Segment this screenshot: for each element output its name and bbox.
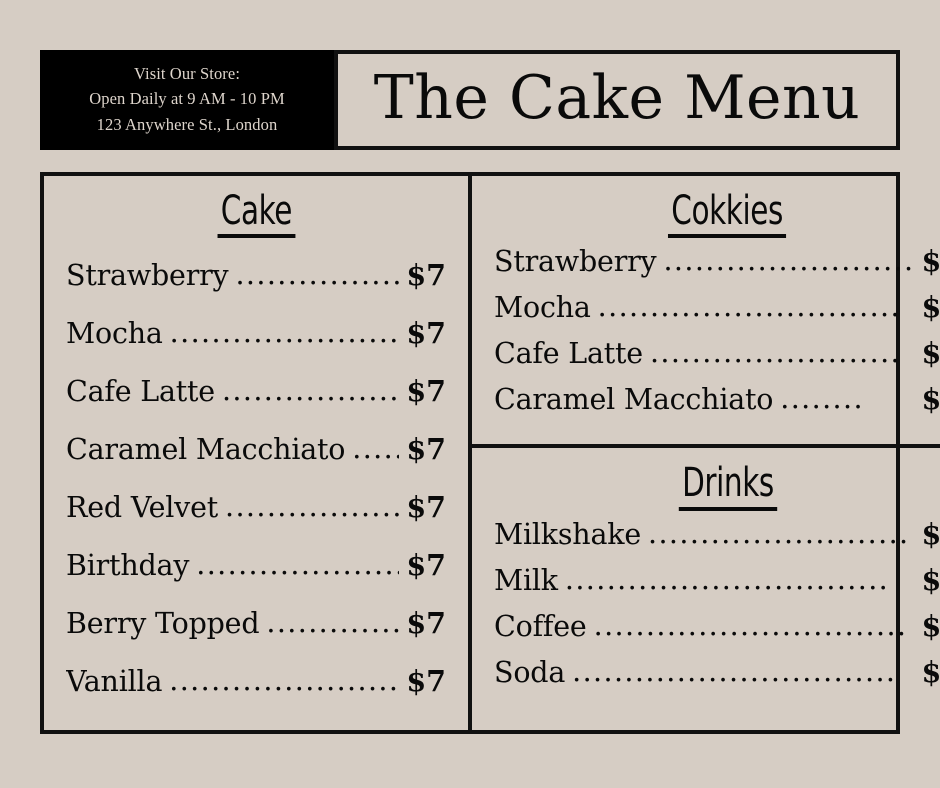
- item-price: $7: [921, 564, 940, 597]
- dot-leader: ...........................: [196, 550, 400, 581]
- section-drinks: Drinks Milkshake .......................…: [472, 448, 940, 730]
- item-name: Vanilla: [66, 666, 163, 699]
- dot-leader: ..............................: [593, 610, 908, 642]
- item-list-cookies: Strawberry ........................ $7 M…: [494, 246, 940, 430]
- item-name: Coffee: [494, 610, 587, 643]
- section-cookies: Cokkies Strawberry .....................…: [472, 176, 940, 449]
- dot-leader: ...............................: [572, 656, 897, 688]
- menu-item-row[interactable]: Mocha ............................. $7: [66, 318, 446, 376]
- dot-leader: ....................: [266, 608, 399, 639]
- dot-leader: ........: [780, 384, 864, 415]
- item-price: $7: [921, 656, 940, 689]
- item-price: $7: [921, 292, 940, 325]
- item-price: $7: [406, 666, 446, 699]
- item-price: $7: [406, 318, 446, 351]
- menu-body: Cake Strawberry ........................…: [40, 172, 940, 734]
- item-price: $7: [921, 246, 940, 279]
- dot-leader: ........................: [235, 260, 399, 291]
- dot-leader: .............................: [169, 318, 400, 349]
- section-cake: Cake Strawberry ........................…: [44, 176, 472, 730]
- item-name: Soda: [494, 656, 566, 689]
- right-column: Cokkies Strawberry .....................…: [472, 176, 940, 730]
- dot-leader: ........................: [649, 338, 901, 369]
- page-title: The Cake Menu: [373, 63, 861, 133]
- item-price: $7: [921, 338, 940, 371]
- item-name: Birthday: [66, 550, 190, 583]
- menu-item-row[interactable]: Vanilla ............................. $7: [66, 666, 446, 724]
- menu-item-row[interactable]: Milkshake ......................... $7: [494, 519, 940, 565]
- dot-leader: .............................: [169, 666, 400, 697]
- store-info-line-1: Visit Our Store:: [133, 64, 241, 84]
- item-name: Strawberry: [494, 246, 657, 279]
- item-name: Berry Topped: [66, 608, 260, 641]
- menu-item-row[interactable]: Birthday ........................... $7: [66, 550, 446, 608]
- store-info-line-3: 123 Anywhere St., London: [96, 114, 278, 134]
- menu-header: Visit Our Store: Open Daily at 9 AM - 10…: [40, 50, 900, 150]
- store-info-line-2: Open Daily at 9 AM - 10 PM: [89, 89, 285, 109]
- section-heading-cake: Cake: [66, 190, 446, 239]
- item-price: $7: [921, 518, 940, 551]
- menu-item-row[interactable]: Strawberry ........................ $7: [66, 260, 446, 318]
- item-name: Mocha: [494, 292, 591, 325]
- dot-leader: ........................: [225, 492, 399, 523]
- menu-item-row[interactable]: Cafe Latte ........................ $7: [494, 338, 940, 384]
- item-price: $7: [406, 608, 446, 641]
- menu-item-row[interactable]: Berry Topped .................... $7: [66, 608, 446, 666]
- dot-leader: ........................: [221, 376, 400, 407]
- menu-item-row[interactable]: Cafe Latte ........................ $7: [66, 376, 446, 434]
- item-price: $7: [921, 384, 940, 417]
- item-name: Milkshake: [494, 518, 641, 551]
- dot-leader: ...............................: [564, 564, 890, 596]
- item-price: $7: [406, 260, 446, 293]
- item-name: Caramel Macchiato: [494, 384, 774, 417]
- item-name: Cafe Latte: [66, 376, 215, 409]
- title-box: The Cake Menu: [334, 50, 900, 150]
- item-name: Caramel Macchiato: [66, 434, 346, 467]
- section-heading-cake-label: Cake: [217, 190, 295, 239]
- menu-item-row[interactable]: Strawberry ........................ $7: [494, 246, 940, 292]
- item-list-cake: Strawberry ........................ $7 M…: [66, 260, 446, 724]
- dot-leader: .............................: [597, 292, 901, 323]
- dot-leader: ........: [352, 434, 399, 465]
- item-name: Strawberry: [66, 260, 229, 293]
- item-price: $7: [406, 376, 446, 409]
- menu-item-row[interactable]: Red Velvet ........................ $7: [66, 492, 446, 550]
- menu-item-row[interactable]: Mocha ............................. $7: [494, 292, 940, 338]
- section-heading-drinks-label: Drinks: [678, 462, 777, 511]
- item-name: Cafe Latte: [494, 338, 643, 371]
- item-name: Red Velvet: [66, 492, 218, 525]
- section-heading-cookies: Cokkies: [494, 190, 940, 239]
- store-info-box: Visit Our Store: Open Daily at 9 AM - 10…: [40, 50, 334, 150]
- item-price: $7: [921, 610, 940, 643]
- menu-item-row[interactable]: Soda ............................... $7: [494, 657, 940, 703]
- item-list-drinks: Milkshake ......................... $7 M…: [494, 519, 940, 703]
- section-heading-drinks: Drinks: [494, 462, 940, 511]
- dot-leader: ........................: [663, 246, 915, 277]
- menu-item-row[interactable]: Milk ............................... $7: [494, 565, 940, 611]
- menu-item-row[interactable]: Caramel Macchiato ........ $7: [494, 384, 940, 430]
- item-price: $7: [406, 550, 446, 583]
- item-name: Milk: [494, 564, 558, 597]
- item-price: $7: [406, 434, 446, 467]
- dot-leader: .........................: [648, 518, 910, 550]
- menu-item-row[interactable]: Caramel Macchiato ........ $7: [66, 434, 446, 492]
- item-price: $7: [406, 492, 446, 525]
- section-heading-cookies-label: Cokkies: [668, 190, 787, 239]
- menu-item-row[interactable]: Coffee .............................. $7: [494, 611, 940, 657]
- item-name: Mocha: [66, 318, 163, 351]
